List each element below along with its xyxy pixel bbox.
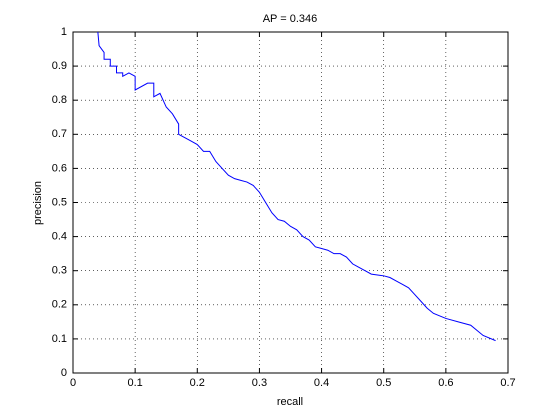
- y-tick-label: 0.7: [52, 128, 67, 140]
- y-tick-label: 1: [61, 26, 67, 38]
- x-tick-label: 0.4: [314, 377, 329, 389]
- y-tick-label: 0.5: [52, 196, 67, 208]
- y-axis-label: precision: [32, 181, 44, 225]
- y-tick-label: 0.9: [52, 60, 67, 72]
- x-tick-label: 0.1: [127, 377, 142, 389]
- x-tick-label: 0.2: [190, 377, 205, 389]
- y-tick-label: 0: [61, 367, 67, 379]
- y-tick-label: 0.2: [52, 299, 67, 311]
- x-tick-label: 0.7: [500, 377, 515, 389]
- x-tick-label: 0.3: [252, 377, 267, 389]
- y-tick-label: 0.6: [52, 162, 67, 174]
- x-axis-label: recall: [277, 396, 303, 408]
- x-tick-label: 0.6: [438, 377, 453, 389]
- chart-title: AP = 0.346: [263, 13, 318, 25]
- data-line: [97, 31, 496, 342]
- y-tick-label: 0.3: [52, 265, 67, 277]
- y-tick-label: 0.1: [52, 333, 67, 345]
- x-tick-label: 0.5: [376, 377, 391, 389]
- plot-frame: [72, 31, 509, 374]
- y-tick-label: 0.4: [52, 231, 67, 243]
- x-tick-label: 0: [70, 377, 76, 389]
- y-tick-label: 0.8: [52, 94, 67, 106]
